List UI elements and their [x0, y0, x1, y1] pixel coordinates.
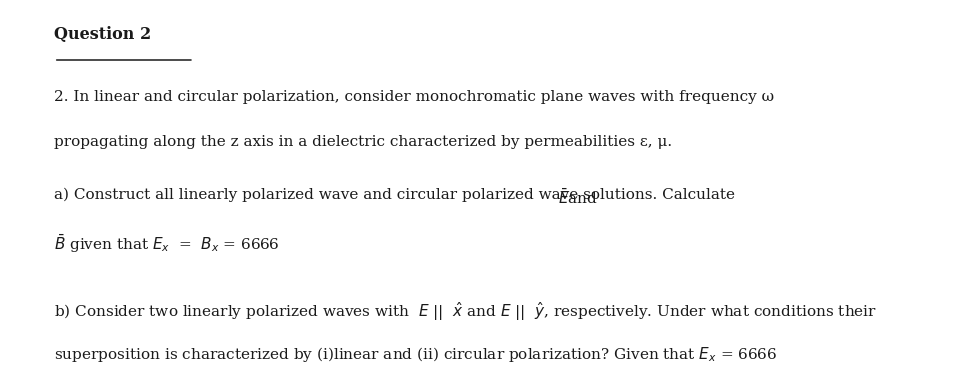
Text: propagating along the z axis in a dielectric characterized by permeabilities ε, : propagating along the z axis in a dielec… — [54, 135, 671, 149]
Text: superposition is characterized by (i)linear and (ii) circular polarization? Give: superposition is characterized by (i)lin… — [54, 345, 776, 364]
Text: Question 2: Question 2 — [54, 26, 151, 43]
Text: 2. In linear and circular polarization, consider monochromatic plane waves with : 2. In linear and circular polarization, … — [54, 90, 774, 104]
Text: $\bar{B}$ given that $E_x$  =  $B_x$ = 6666: $\bar{B}$ given that $E_x$ = $B_x$ = 666… — [54, 232, 279, 255]
Text: b) Consider two linearly polarized waves with  $E$ ||  $\hat{x}$ and $E$ ||  $\h: b) Consider two linearly polarized waves… — [54, 300, 876, 323]
Text: a) Construct all linearly polarized wave and circular polarized wave solutions. : a) Construct all linearly polarized wave… — [54, 188, 739, 202]
Text: $\bar{E}$and: $\bar{E}$and — [557, 188, 598, 207]
